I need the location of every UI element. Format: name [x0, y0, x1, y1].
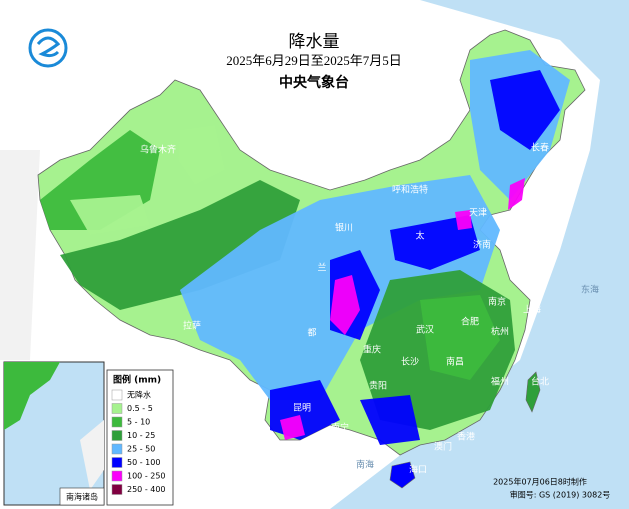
- legend-label: 5 - 10: [127, 418, 150, 427]
- place-label: 南京: [488, 296, 506, 308]
- agency: 中央气象台: [279, 74, 349, 91]
- rain-area: [420, 295, 500, 380]
- place-label: 呼和浩特: [392, 184, 428, 196]
- inset: 南海诸岛: [3, 361, 105, 506]
- place-label: 长沙: [401, 356, 419, 368]
- place-label: 武汉: [416, 324, 434, 336]
- place-label: 海口: [409, 464, 427, 476]
- legend-label: 无降水: [127, 390, 151, 400]
- legend-label: 50 - 100: [127, 458, 160, 467]
- place-label: 福州: [491, 376, 509, 388]
- rain-area: [455, 210, 472, 230]
- legend-label: 10 - 25: [127, 431, 155, 440]
- place-label: 太: [415, 230, 424, 242]
- legend-swatch: [111, 443, 123, 455]
- sea: [330, 0, 629, 509]
- place-label: 香港: [457, 431, 475, 443]
- inset-label: 南海诸岛: [66, 492, 98, 502]
- neighbor-land: [0, 150, 40, 360]
- rain-area: [280, 415, 305, 440]
- title: 降水量: [289, 32, 340, 52]
- legend-swatch: [111, 470, 123, 482]
- place-label: 合肥: [461, 316, 479, 328]
- place-label: 澳门: [434, 441, 452, 453]
- legend-swatch: [111, 389, 123, 401]
- rain-area: [60, 180, 300, 310]
- place-label: 贵阳: [369, 380, 387, 392]
- legend-swatch: [111, 403, 123, 414]
- place-label: 台北: [531, 376, 549, 388]
- hainan: [389, 461, 416, 489]
- legend-swatch: [111, 430, 123, 441]
- place-label: 昆明: [293, 403, 311, 414]
- legend-title: 图例 (mm): [113, 374, 161, 386]
- rain-area: [360, 395, 420, 445]
- rain-area: [490, 70, 560, 150]
- place-label: 杭州: [491, 326, 509, 338]
- place-label: 济南: [473, 239, 491, 251]
- place-label: 上海: [523, 304, 541, 316]
- footer-made: 2025年07月06日8时制作: [493, 477, 587, 487]
- taiwan: [525, 371, 541, 413]
- place-label: 天津: [469, 208, 487, 219]
- legend-label: 250 - 400: [127, 485, 166, 494]
- legend-swatch: [111, 457, 123, 468]
- place-label: 银川: [335, 222, 353, 234]
- rain-area: [390, 215, 480, 270]
- legend-label: 100 - 250: [127, 472, 166, 481]
- rain-area: [178, 125, 225, 185]
- legend-label: 25 - 50: [127, 445, 155, 454]
- legend-swatch: [111, 484, 123, 495]
- date-range: 2025年6月29日至2025年7月5日: [226, 53, 402, 68]
- place-label: 都: [307, 328, 316, 339]
- place-label: 兰: [317, 262, 326, 274]
- place-label: 乌鲁木齐: [140, 144, 176, 156]
- place-label: 南昌: [446, 356, 464, 368]
- place-label: 重庆: [363, 344, 381, 356]
- place-label: 拉萨: [183, 320, 201, 332]
- legend-label: 0.5 - 5: [127, 404, 153, 413]
- place-label: 东海: [581, 284, 599, 296]
- place-label: 南宁: [331, 422, 349, 434]
- rain-area: [508, 178, 525, 210]
- rain-area: [70, 195, 150, 235]
- place-label: 南海: [356, 459, 374, 471]
- logo: [28, 28, 68, 68]
- rain-area: [330, 275, 360, 335]
- place-label: 长春: [531, 142, 549, 154]
- footer-approval: 审图号: GS (2019) 3082号: [510, 490, 611, 500]
- legend-swatch: [111, 416, 123, 428]
